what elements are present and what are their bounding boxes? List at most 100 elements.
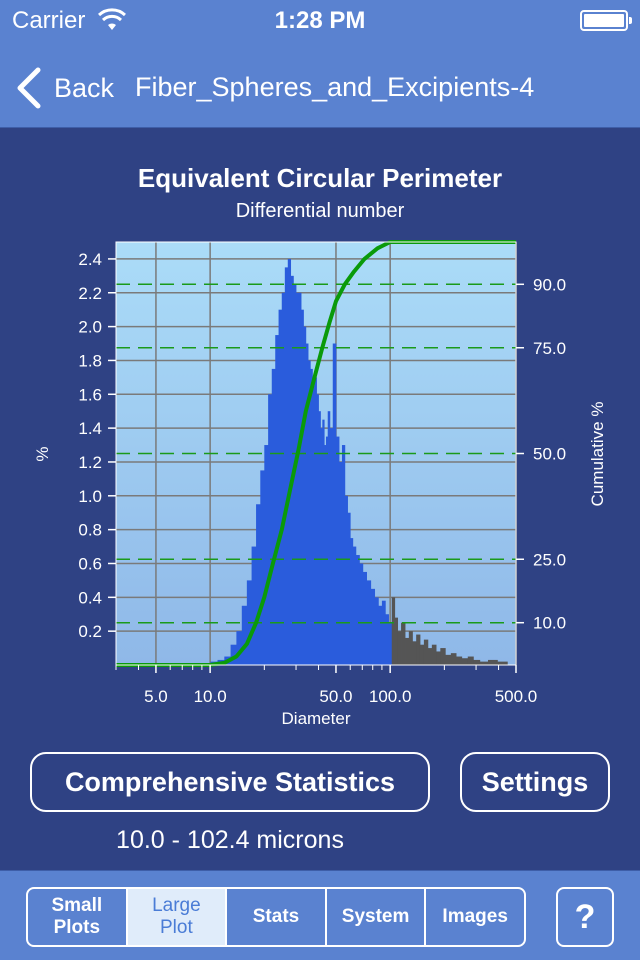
- histogram-bar: [445, 654, 452, 665]
- histogram-bar: [314, 377, 317, 665]
- histogram-bar: [378, 605, 383, 665]
- histogram-bar: [456, 656, 463, 665]
- y-axis-label: %: [33, 446, 52, 461]
- histogram-bar: [308, 360, 311, 665]
- histogram-bar: [467, 656, 474, 665]
- histogram-bar: [316, 394, 319, 665]
- histogram-bar: [260, 470, 265, 665]
- histogram-bar: [394, 617, 399, 665]
- histogram-bar: [281, 292, 286, 665]
- histogram-bar: [440, 648, 446, 665]
- tab-images[interactable]: Images: [442, 906, 508, 927]
- settings-button[interactable]: Settings: [460, 752, 610, 812]
- histogram-bar: [431, 644, 437, 665]
- y2-tick-label: 90.0: [533, 275, 566, 294]
- histogram-bar: [264, 445, 269, 665]
- status-bar: Carrier 1:28 PM: [0, 0, 640, 40]
- histogram-bar: [303, 326, 307, 665]
- y-tick-label: 2.0: [78, 318, 102, 337]
- tab-system[interactable]: System: [327, 889, 427, 945]
- x-tick-label: 5.0: [144, 687, 168, 706]
- bottom-toolbar: Small Plots Large Plot Stats System Imag…: [0, 870, 640, 960]
- histogram-bar: [341, 445, 346, 665]
- histogram-bar: [251, 546, 257, 665]
- view-segmented-control: Small Plots Large Plot Stats System Imag…: [26, 887, 526, 947]
- histogram-chart: 0.2 0.4 0.6 0.8 1.0 1.2 1.4 1.6 1.8 2.0 2.2 2.4 10.…: [33, 240, 607, 728]
- histogram-bar: [310, 368, 313, 665]
- comprehensive-statistics-button[interactable]: Comprehensive Statistics: [30, 752, 430, 812]
- y-tick-label: 0.4: [78, 588, 102, 607]
- y-tick-label: 1.2: [78, 453, 102, 472]
- histogram-bar: [391, 597, 396, 665]
- histogram-bar: [275, 335, 279, 665]
- histogram-bar: [385, 614, 389, 665]
- histogram-bar: [350, 538, 354, 665]
- histogram-bar: [388, 622, 393, 665]
- back-button[interactable]: Back: [14, 64, 114, 112]
- tab-stats[interactable]: Stats: [227, 889, 327, 945]
- histogram-bar: [374, 597, 379, 665]
- y-tick-label: 0.8: [78, 521, 102, 540]
- y-tick-label: 1.6: [78, 385, 102, 404]
- y-tick-label: 0.2: [78, 622, 102, 641]
- histogram-bar: [324, 445, 327, 665]
- histogram-bar: [284, 267, 289, 665]
- wifi-icon: [98, 8, 126, 30]
- clock: 1:28 PM: [274, 7, 366, 34]
- histogram-bar: [416, 634, 421, 665]
- help-button[interactable]: ?: [556, 887, 614, 947]
- page-title: Fiber_Spheres_and_Excipients-4: [135, 72, 535, 102]
- y-tick-label: 1.0: [78, 487, 102, 506]
- x-tick-label: 50.0: [319, 687, 352, 706]
- navigation-bar: Carrier 1:28 PM Back Fiber_Spheres_and_E…: [0, 0, 640, 128]
- histogram-bar: [230, 644, 237, 665]
- chart-title: Equivalent Circular Perimeter: [137, 163, 503, 193]
- histogram-bar: [332, 343, 337, 665]
- histogram-bar: [236, 631, 243, 665]
- histogram-bar: [268, 394, 273, 665]
- histogram-bar: [278, 309, 283, 665]
- size-range-label: 10.0 - 102.4 microns: [116, 826, 344, 854]
- y-tick-label: 2.2: [78, 284, 102, 303]
- histogram-bar: [370, 588, 376, 665]
- tab-large-plot[interactable]: Large Plot: [127, 889, 228, 945]
- histogram-bar: [397, 631, 402, 665]
- histogram-bar: [256, 504, 261, 665]
- histogram-bar: [450, 653, 457, 665]
- histogram-bar: [381, 600, 386, 665]
- y2-tick-label: 50.0: [533, 445, 566, 464]
- histogram-bar: [497, 661, 508, 665]
- histogram-bar: [436, 651, 441, 665]
- chevron-left-icon: [17, 67, 41, 109]
- histogram-bar: [362, 571, 367, 665]
- histogram-bar: [419, 644, 425, 665]
- x-tick-label: 100.0: [369, 687, 412, 706]
- tab-small-plots[interactable]: Small Plots: [28, 889, 128, 945]
- battery-icon: [580, 10, 632, 31]
- histogram-bar: [325, 436, 329, 665]
- histogram-bar: [329, 428, 334, 665]
- histogram-bar: [473, 659, 481, 665]
- histogram-bar: [296, 292, 299, 665]
- histogram-bar: [479, 661, 489, 665]
- histogram-bar: [312, 385, 315, 665]
- histogram-bar: [487, 659, 498, 665]
- y2-tick-label: 10.0: [533, 614, 566, 633]
- y-tick-label: 1.8: [78, 351, 102, 370]
- x-tick-label: 10.0: [194, 687, 227, 706]
- histogram-bar: [339, 461, 343, 665]
- histogram-bar: [344, 495, 348, 665]
- histogram-bar: [405, 637, 410, 665]
- histogram-bar: [318, 411, 321, 665]
- cumulative-curve: [116, 240, 516, 667]
- histogram-bar: [427, 648, 433, 665]
- histogram-bar: [320, 428, 323, 665]
- y2-axis-label: Cumulative %: [588, 402, 607, 507]
- histogram-bar: [423, 639, 429, 665]
- histogram-bar: [412, 641, 417, 665]
- histogram-bar: [359, 563, 364, 665]
- x-tick-label: 500.0: [495, 687, 538, 706]
- chart-subtitle: Differential number: [235, 200, 405, 222]
- histogram-bar: [298, 292, 302, 665]
- histogram-bar: [352, 546, 357, 665]
